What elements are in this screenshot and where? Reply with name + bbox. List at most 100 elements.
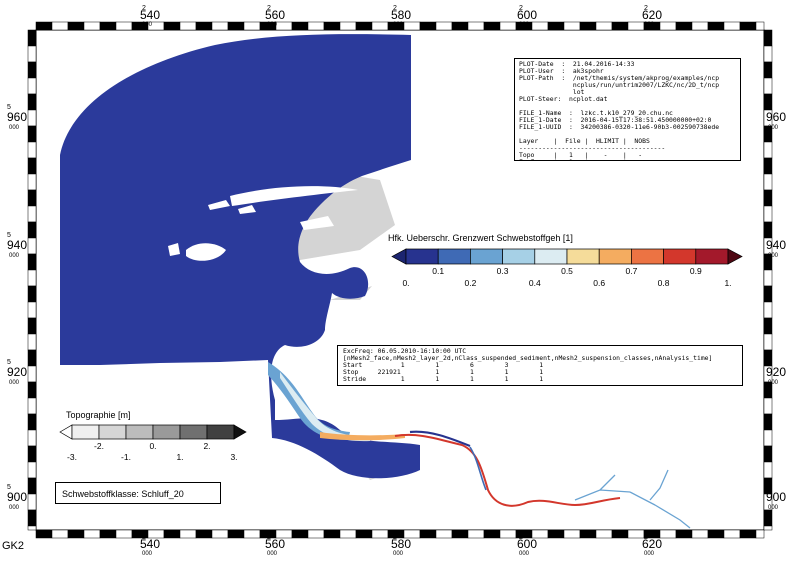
colorbar-tick-label: 0.8 <box>657 278 670 288</box>
frame-check <box>27 205 37 223</box>
frame-check <box>227 21 245 31</box>
colorbar-tick-label: -1. <box>121 452 131 462</box>
frame-check <box>35 529 53 539</box>
frame-check <box>763 429 773 447</box>
frame-scale-bar <box>27 21 773 539</box>
frame-check <box>67 529 85 539</box>
frame-check <box>27 269 37 287</box>
frame-check <box>27 237 37 255</box>
frame-check <box>763 45 773 63</box>
water-body <box>60 34 420 479</box>
colorbar-tick-label: 1. <box>724 278 732 288</box>
y-label-main: 960 <box>7 110 27 124</box>
metadata-line: ExcFreq | 1 | - | - <box>519 159 736 161</box>
frame-check <box>67 21 85 31</box>
colorbar-segment <box>566 248 600 265</box>
frame-check <box>707 529 725 539</box>
metadata-line: Layer | File | HLIMIT | NOBS <box>519 137 650 145</box>
frame-check <box>467 21 485 31</box>
frame-check <box>291 529 309 539</box>
frame-check <box>51 529 69 539</box>
time-info-line: Stop 221921 1 1 1 1 <box>343 368 544 376</box>
x-label-prefix: 2 <box>142 534 146 541</box>
frame-check <box>27 189 37 207</box>
frame-check <box>707 21 725 31</box>
y-label-prefix: 5 <box>7 232 11 239</box>
frame-check <box>595 529 613 539</box>
frame-check <box>755 21 765 31</box>
metadata-line: ncplus/run/untrim2007/LZKC/nc/2D_t/ncp <box>519 81 720 89</box>
frame-check <box>27 29 37 47</box>
frame-check <box>27 285 37 303</box>
frame-check <box>27 77 37 95</box>
frame-check <box>691 529 709 539</box>
frame-check <box>27 173 37 191</box>
x-label-prefix: 2 <box>519 5 523 12</box>
frame-check <box>763 317 773 335</box>
frame-check <box>763 61 773 79</box>
frame-check <box>27 61 37 79</box>
frame-check <box>83 21 101 31</box>
frame-check <box>179 21 197 31</box>
frame-check <box>763 141 773 159</box>
y-label-main: 960 <box>766 110 786 124</box>
y-label-main: 900 <box>766 490 786 504</box>
frame-check <box>723 529 741 539</box>
plot-metadata-box: PLOT-Date : 21.04.2016-14:33 PLOT-User : … <box>514 58 741 161</box>
frame-check <box>563 529 581 539</box>
x-label-suffix: 000 <box>519 551 530 557</box>
colorbar-min-tip <box>391 248 407 265</box>
x-label-prefix: 2 <box>267 5 271 12</box>
frame-check <box>27 381 37 399</box>
y-label-prefix: 5 <box>7 104 11 111</box>
metadata-line: -------------------------------------- <box>519 144 666 152</box>
y-label-prefix: 5 <box>7 484 11 491</box>
frame-check <box>755 529 765 539</box>
frame-check <box>467 529 485 539</box>
colorbar-tick-label: 2. <box>203 441 211 451</box>
y-label-prefix: 5 <box>766 359 770 366</box>
frame-check <box>763 77 773 95</box>
x-label-prefix: 2 <box>644 5 648 12</box>
time-info-box: ExcFreq: 06.05.2010-16:10:00 UTC [nMesh2_… <box>337 345 743 386</box>
frame-check <box>691 21 709 31</box>
frame-check <box>451 529 469 539</box>
frame-check <box>763 445 773 463</box>
colorbar-tick-label: 0.3 <box>496 266 509 276</box>
metadata-line: Topo | 1 | - | - <box>519 151 643 159</box>
x-label-suffix: 000 <box>519 22 530 28</box>
frame-check <box>27 477 37 495</box>
colorbar-min-tip <box>59 424 73 440</box>
frame-check <box>675 529 693 539</box>
frame-check <box>763 413 773 431</box>
frame-check <box>739 529 757 539</box>
frame-check <box>27 413 37 431</box>
colorbar-segment <box>470 248 503 265</box>
y-label-suffix: 000 <box>768 125 779 131</box>
frame-check <box>659 529 677 539</box>
frame-check <box>163 21 181 31</box>
frame-check <box>195 529 213 539</box>
y-label-main: 900 <box>7 490 27 504</box>
frame-check <box>27 429 37 447</box>
metadata-line: lot <box>519 88 585 96</box>
frame-check <box>291 21 309 31</box>
frame-check <box>35 21 53 31</box>
frame-check <box>763 205 773 223</box>
x-label-suffix: 000 <box>393 551 404 557</box>
frame-check <box>739 21 757 31</box>
x-label-prefix: 2 <box>267 534 271 541</box>
frame-check <box>483 21 501 31</box>
colorbar-tick-label: 0.4 <box>528 278 541 288</box>
frame-check <box>99 21 117 31</box>
frame-check <box>763 397 773 415</box>
frame-check <box>27 125 37 143</box>
frame-check <box>307 529 325 539</box>
frame-check <box>27 461 37 479</box>
frame-check <box>275 21 293 31</box>
frame-check <box>763 157 773 175</box>
frame-check <box>27 445 37 463</box>
frame-check <box>27 493 37 511</box>
colorbar-segment <box>405 248 439 265</box>
